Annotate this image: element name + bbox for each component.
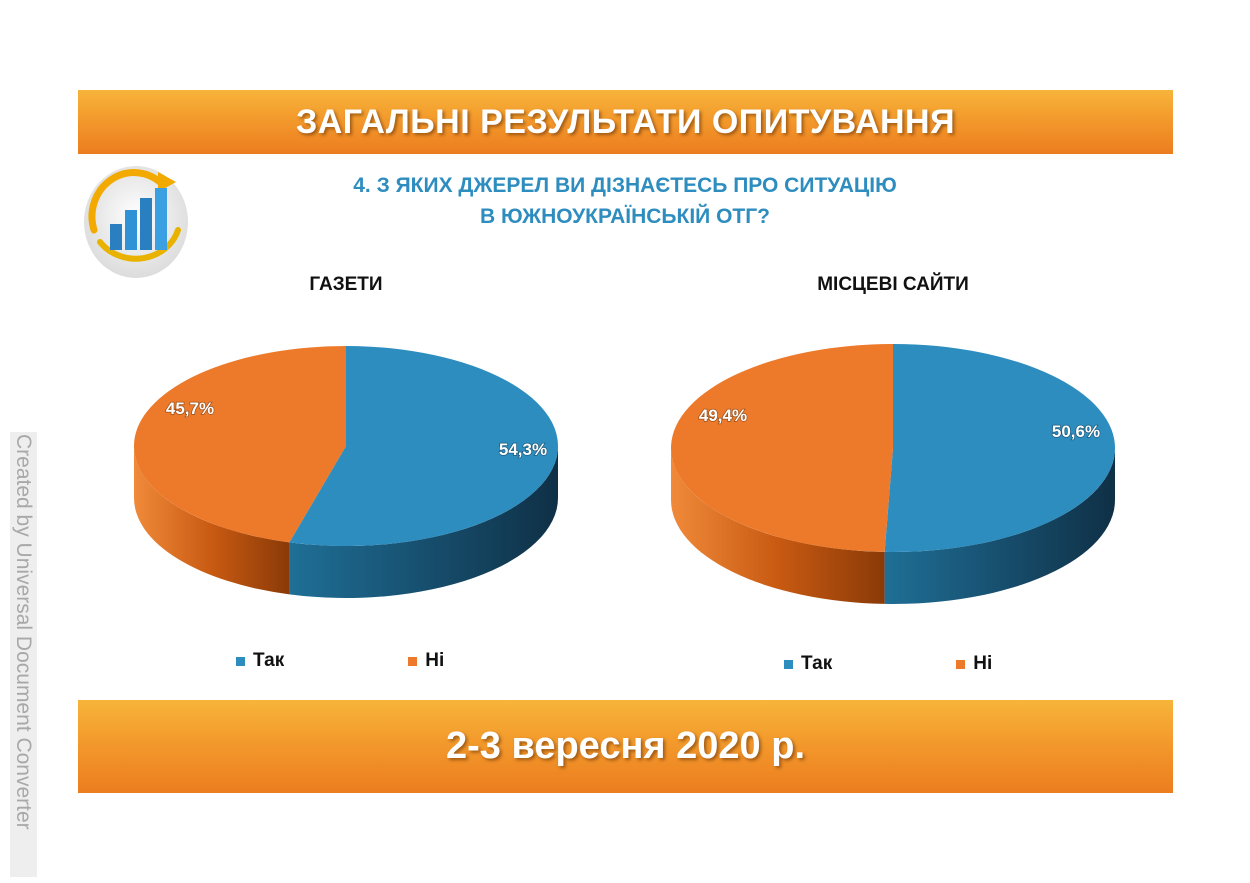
chart-title-local-sites: МІСЦЕВІ САЙТИ — [817, 274, 969, 295]
pie-slice-yes — [289, 346, 558, 547]
legend-item-yes: Так — [236, 650, 284, 672]
legend-item-no: Ні — [956, 653, 992, 675]
data-label-no: 45,7% — [166, 399, 214, 418]
legend-swatch-no — [956, 659, 966, 669]
pie-slice-yes — [884, 344, 1116, 553]
pie-side-yes — [289, 446, 558, 598]
page-title: ЗАГАЛЬНІ РЕЗУЛЬТАТИ ОПИТУВАННЯ — [295, 102, 956, 141]
legend-swatch-yes — [236, 656, 245, 666]
footer-banner: 2-3 вересня 2020 р. — [78, 700, 1173, 793]
pie-slice-no — [134, 346, 346, 543]
pie-1: 50,6% 49,4% — [671, 344, 1116, 604]
chart-growth-logo-icon — [84, 166, 188, 278]
legend-label-no: Ні — [425, 650, 445, 671]
legend-label-yes: Так — [253, 650, 285, 671]
legend-swatch-yes — [784, 659, 793, 669]
header-banner: ЗАГАЛЬНІ РЕЗУЛЬТАТИ ОПИТУВАННЯ — [78, 90, 1173, 154]
chart-title-newspapers: ГАЗЕТИ — [309, 274, 383, 295]
pie-0: 54,3% 45,7% — [134, 346, 558, 598]
question-line-1: 4. З ЯКИХ ДЖЕРЕЛ ВИ ДІЗНАЄТЕСЬ ПРО СИТУА… — [353, 174, 897, 197]
pie-side-yes — [884, 448, 1115, 604]
watermark-text: Created by Universal Document Converter — [12, 434, 35, 830]
legend-label-no: Ні — [973, 653, 993, 674]
pie-side-no — [134, 446, 290, 595]
pie-side-no — [671, 448, 885, 604]
question-line-2: В ЮЖНОУКРАЇНСЬКІЙ ОТГ? — [480, 205, 770, 228]
legend-newspapers: Так Ні — [236, 650, 444, 672]
legend-swatch-no — [408, 656, 418, 666]
data-label-yes: 50,6% — [1052, 422, 1100, 441]
watermark: Created by Universal Document Converter — [10, 432, 37, 877]
survey-date: 2-3 вересня 2020 р. — [446, 725, 805, 767]
question-heading: 4. З ЯКИХ ДЖЕРЕЛ ВИ ДІЗНАЄТЕСЬ ПРО СИТУА… — [240, 170, 1010, 232]
legend-label-yes: Так — [801, 653, 833, 674]
legend-item-no: Ні — [408, 650, 444, 672]
legend-local-sites: Так Ні — [784, 653, 992, 675]
pie-slice-no — [671, 344, 893, 552]
data-label-no: 49,4% — [699, 406, 747, 425]
data-label-yes: 54,3% — [499, 440, 547, 459]
legend-item-yes: Так — [784, 653, 832, 675]
